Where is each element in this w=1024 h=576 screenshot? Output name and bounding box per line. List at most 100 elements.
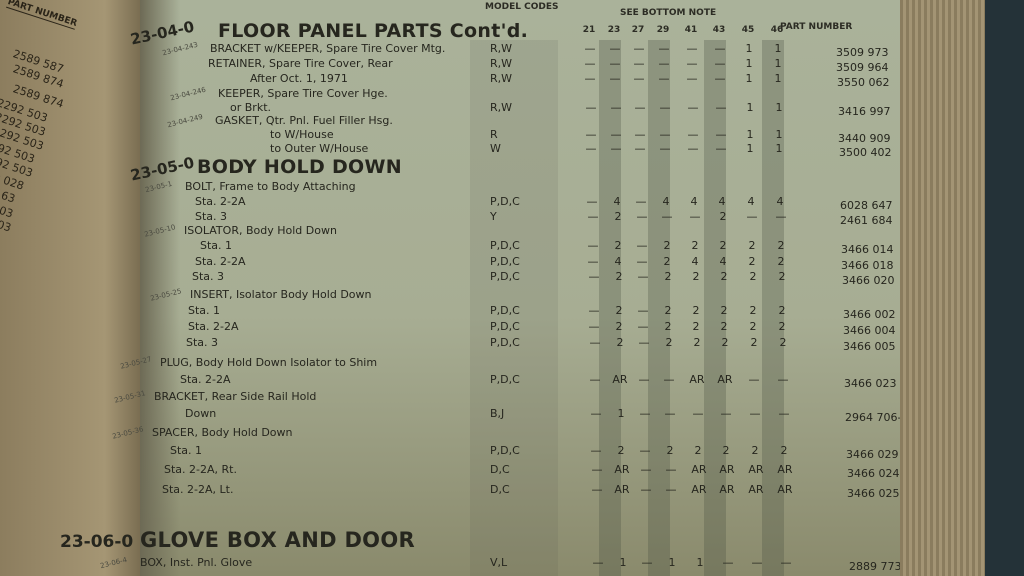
item-description: INSERT, Isolator Body Hold Down xyxy=(190,288,372,301)
quantity-cell: 2 xyxy=(615,320,623,333)
column-stripe xyxy=(599,40,621,576)
quantity-cell: 1 xyxy=(774,57,782,70)
quantity-cell: — xyxy=(665,483,677,496)
item-description: Sta. 2-2A xyxy=(188,320,239,333)
quantity-cell: — xyxy=(587,239,599,252)
quantity-cell: — xyxy=(610,128,622,141)
model-code: V,L xyxy=(490,556,508,569)
quantity-cell: 2 xyxy=(719,239,727,252)
column-stripe xyxy=(648,40,670,576)
item-description: Sta. 3 xyxy=(195,210,228,223)
quantity-cell: 2 xyxy=(663,239,671,252)
model-code: P,D,C xyxy=(490,195,520,208)
quantity-cell: — xyxy=(715,128,727,141)
column-header-41: 41 xyxy=(684,25,698,35)
quantity-cell: — xyxy=(638,373,650,386)
model-code: P,D,C xyxy=(490,255,520,268)
quantity-cell: 1 xyxy=(617,407,625,420)
item-description: Sta. 2-2A xyxy=(195,255,246,268)
column-header-29: 29 xyxy=(656,25,670,35)
quantity-cell: — xyxy=(588,320,600,333)
model-code: Y xyxy=(490,210,497,223)
item-description: After Oct. 1, 1971 xyxy=(250,72,348,85)
part-number: 6028 647 xyxy=(840,199,893,212)
quantity-cell: 1 xyxy=(745,42,753,55)
quantity-cell: 4 xyxy=(747,195,755,208)
model-code: R,W xyxy=(490,42,513,55)
quantity-cell: — xyxy=(609,72,621,85)
quantity-cell: — xyxy=(659,101,671,114)
quantity-cell: 2 xyxy=(749,270,757,283)
item-ref-number: 23-04-246 xyxy=(169,85,207,103)
model-code: W xyxy=(490,142,501,155)
part-number: 3466 005 xyxy=(843,340,896,353)
quantity-cell: 2 xyxy=(616,336,624,349)
part-number: 3466 002 xyxy=(843,308,896,321)
item-description: Sta. 1 xyxy=(200,239,233,252)
column-stripe xyxy=(704,40,726,576)
quantity-cell: 2 xyxy=(664,304,672,317)
quantity-cell: — xyxy=(634,101,646,114)
quantity-cell: 2 xyxy=(615,270,623,283)
model-code: D,C xyxy=(490,463,510,476)
quantity-cell: 2 xyxy=(692,270,700,283)
quantity-cell: — xyxy=(664,407,676,420)
part-number: 2964 706-7 xyxy=(845,411,909,424)
quantity-cell: — xyxy=(777,373,789,386)
quantity-cell: 1 xyxy=(775,101,783,114)
item-description: ISOLATOR, Body Hold Down xyxy=(184,224,337,237)
quantity-cell: — xyxy=(589,336,601,349)
quantity-cell: — xyxy=(584,57,596,70)
model-code: R,W xyxy=(490,72,513,85)
item-description: Down xyxy=(185,407,217,420)
quantity-cell: — xyxy=(746,210,758,223)
quantity-cell: 2 xyxy=(693,336,701,349)
quantity-cell: — xyxy=(636,210,648,223)
quantity-cell: — xyxy=(641,556,653,569)
quantity-cell: — xyxy=(686,72,698,85)
quantity-cell: 2 xyxy=(778,320,786,333)
quantity-cell: — xyxy=(714,42,726,55)
left-page-part-number-header: PART NUMBER xyxy=(6,0,79,30)
quantity-cell: — xyxy=(633,42,645,55)
quantity-cell: 2 xyxy=(694,444,702,457)
item-description: to W/House xyxy=(270,128,334,141)
quantity-cell: AR xyxy=(691,463,707,476)
quantity-cell: — xyxy=(592,556,604,569)
part-number: 3466 023 xyxy=(844,377,897,390)
quantity-cell: 1 xyxy=(746,142,754,155)
quantity-cell: — xyxy=(587,210,599,223)
quantity-cell: — xyxy=(748,373,760,386)
quantity-cell: — xyxy=(584,72,596,85)
quantity-cell: — xyxy=(658,42,670,55)
quantity-cell: — xyxy=(591,483,603,496)
quantity-cell: — xyxy=(589,373,601,386)
quantity-cell: 2 xyxy=(722,444,730,457)
quantity-cell: 2 xyxy=(777,239,785,252)
quantity-cell: — xyxy=(588,270,600,283)
model-code: B,J xyxy=(490,407,505,420)
quantity-cell: — xyxy=(610,142,622,155)
quantity-cell: — xyxy=(775,210,787,223)
quantity-cell: 2 xyxy=(720,320,728,333)
quantity-cell: 2 xyxy=(614,210,622,223)
item-description: Sta. 1 xyxy=(188,304,221,317)
quantity-cell: 1 xyxy=(696,556,704,569)
model-code: P,D,C xyxy=(490,270,520,283)
part-number: 3509 973 xyxy=(836,46,889,59)
quantity-cell: 4 xyxy=(690,195,698,208)
quantity-cell: — xyxy=(665,463,677,476)
quantity-cell: — xyxy=(640,463,652,476)
part-number: 2889 773 xyxy=(849,560,902,573)
quantity-cell: — xyxy=(586,195,598,208)
column-header-46: 46 xyxy=(770,25,784,35)
quantity-cell: 2 xyxy=(778,270,786,283)
column-header-21: 21 xyxy=(582,25,596,35)
see-bottom-note-header: SEE BOTTOM NOTE xyxy=(620,8,717,18)
column-header-27: 27 xyxy=(631,25,645,35)
model-codes-band xyxy=(470,40,558,576)
quantity-cell: AR xyxy=(612,373,628,386)
item-description: BRACKET, Rear Side Rail Hold xyxy=(154,390,317,403)
quantity-cell: — xyxy=(609,57,621,70)
quantity-cell: 1 xyxy=(775,142,783,155)
